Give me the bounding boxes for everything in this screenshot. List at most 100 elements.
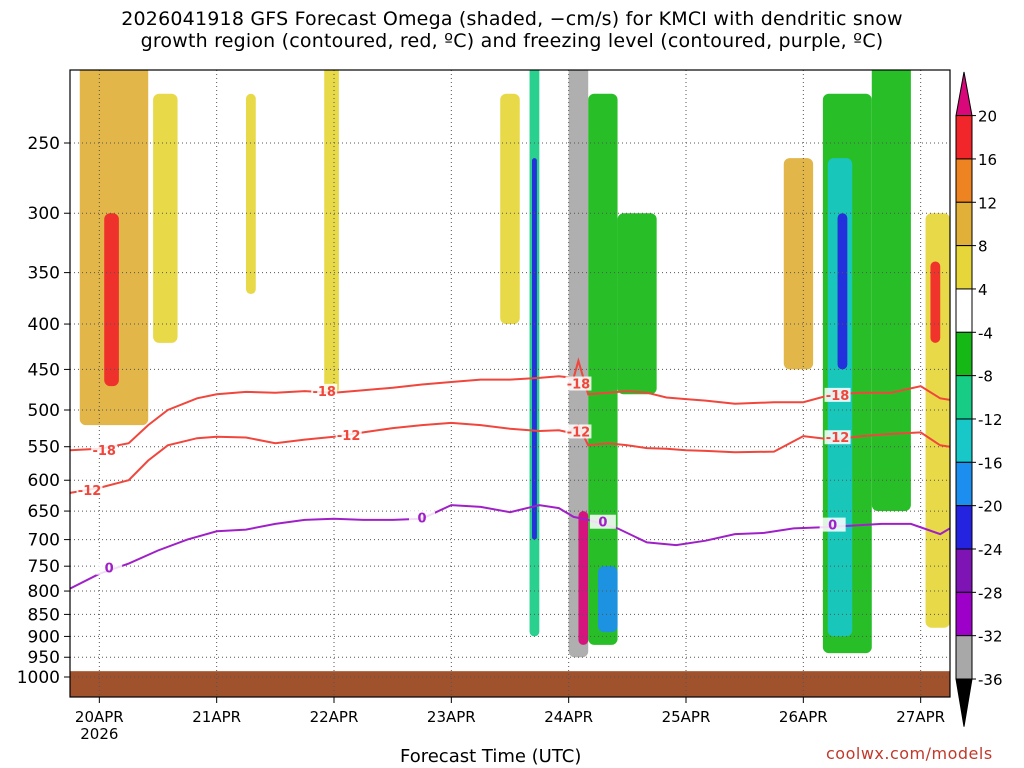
contour-label-5: -12 [337, 429, 361, 444]
contour-label-6: -12 [567, 425, 591, 440]
contour-label-bg-7 [824, 430, 851, 445]
y-axis: 2503003504004505005506006507007508008509… [17, 134, 70, 688]
colorbar-box-11 [955, 548, 973, 593]
colorbar-label-1: 16 [978, 151, 997, 169]
x-tick-label-7: 27APR [896, 708, 945, 726]
colorbar-label-0: 20 [978, 108, 997, 126]
contour-label-9: 0 [417, 512, 426, 527]
omega-region-5 [500, 93, 520, 325]
contour-label-bg-5 [335, 428, 362, 443]
colorbar-label-4: 4 [978, 281, 988, 299]
colorbar-box-3 [955, 201, 973, 247]
colorbar-label-7: -12 [978, 411, 1003, 429]
colorbar-label-9: -20 [978, 498, 1003, 516]
contour-0-2 [70, 504, 950, 590]
x-axis: 20APR 21APR 22APR 23APR 24APR 25APR 26APR 27APR… [75, 697, 945, 743]
colorbar-box-2 [955, 158, 973, 203]
contour-label-bg-8 [96, 560, 123, 575]
colorbar-box-13 [955, 635, 973, 680]
colorbar: 20 16 12 8 4 -4 -8 -12 -16 -20 -24 -28 -32 -36 [955, 71, 1003, 727]
plot-frame [69, 69, 951, 698]
terrain-fill [70, 671, 950, 697]
x-tick-year-label: 2026 [80, 725, 118, 743]
y-tick-label-950: 950 [28, 648, 60, 668]
y-tick-label-1000: 1000 [17, 668, 60, 688]
contour-lines [70, 357, 950, 590]
contour-label-bg-1 [311, 383, 338, 398]
x-tick-label-0: 20APR [75, 708, 124, 726]
y-tick-label-500: 500 [28, 401, 60, 421]
y-tick-label-550: 550 [28, 438, 60, 458]
colorbar-label-3: 8 [978, 238, 988, 256]
colorbar-box-8 [955, 418, 973, 463]
y-tick-label-600: 600 [28, 471, 60, 491]
omega-region-17 [871, 70, 911, 512]
colorbar-box-1 [955, 115, 973, 160]
colorbar-label-5: -4 [978, 324, 993, 342]
contour-label-bg-11 [819, 517, 846, 532]
y-tick-label-900: 900 [28, 627, 60, 647]
contour-label-11: 0 [828, 519, 837, 534]
contour-label-bg-4 [76, 482, 103, 497]
omega-region-16 [837, 213, 848, 370]
colorbar-label-2: 12 [978, 194, 997, 212]
colorbar-box-5 [955, 288, 973, 333]
colorbar-label-13: -36 [978, 671, 1003, 689]
x-tick-label-4: 24APR [544, 708, 593, 726]
contour-labels: -18 -18 -18 -18 -12 -12 -12 -12 0 0 0 0 [76, 376, 851, 577]
colorbar-box-7 [955, 375, 973, 420]
y-tick-label-400: 400 [28, 315, 60, 335]
omega-region-3 [246, 93, 256, 295]
y-tick-label-450: 450 [28, 360, 60, 380]
y-tick-label-750: 750 [28, 557, 60, 577]
x-tick-label-2: 22APR [310, 708, 359, 726]
colorbar-bottom-triangle [955, 678, 973, 727]
x-axis-label: Forecast Time (UTC) [400, 746, 582, 767]
contour-label-2: -18 [567, 378, 591, 393]
contour-label-3: -18 [826, 389, 850, 404]
y-tick-label-650: 650 [28, 502, 60, 522]
omega-region-12 [617, 213, 657, 395]
omega-region-4 [324, 70, 339, 395]
contour-label-bg-9 [409, 510, 435, 525]
y-tick-label-800: 800 [28, 582, 60, 602]
contour-label-0: -18 [92, 444, 116, 459]
contour-label-4: -12 [78, 484, 102, 499]
contour-label-7: -12 [826, 431, 850, 446]
contour-label-8: 0 [105, 562, 114, 577]
omega-region-1 [104, 213, 119, 387]
contour-label-bg-6 [565, 424, 592, 439]
contour-label-bg-10 [589, 514, 616, 529]
credit-link[interactable]: coolwx.com/models [826, 744, 993, 763]
omega-region-19 [930, 261, 941, 343]
omega-region-7 [532, 158, 537, 540]
omega-shading [70, 70, 950, 697]
contour-label-bg-0 [91, 442, 118, 457]
contour-label-bg-2 [565, 376, 592, 391]
x-tick-label-5: 25APR [662, 708, 711, 726]
contour-label-10: 0 [598, 516, 607, 531]
colorbar-label-12: -32 [978, 628, 1003, 646]
y-tick-label-250: 250 [28, 134, 60, 154]
colorbar-label-10: -24 [978, 541, 1003, 559]
contour--18-0 [70, 357, 950, 452]
y-tick-label-350: 350 [28, 264, 60, 284]
contour--12-1 [70, 421, 950, 494]
omega-region-11 [598, 566, 618, 633]
grid-lines [70, 70, 950, 697]
colorbar-box-10 [955, 505, 973, 550]
x-tick-label-3: 23APR [427, 708, 476, 726]
x-tick-label-6: 26APR [779, 708, 828, 726]
x-tick-label-1: 21APR [192, 708, 241, 726]
colorbar-label-8: -16 [978, 454, 1003, 472]
contour-label-1: -18 [312, 385, 336, 400]
omega-region-13 [783, 158, 814, 370]
omega-region-2 [153, 93, 178, 343]
colorbar-box-9 [955, 461, 973, 507]
contour-label-bg-3 [824, 387, 851, 402]
colorbar-top-triangle [955, 71, 973, 117]
omega-region-9 [578, 511, 589, 645]
colorbar-label-11: -28 [978, 584, 1003, 602]
y-tick-label-850: 850 [28, 605, 60, 625]
